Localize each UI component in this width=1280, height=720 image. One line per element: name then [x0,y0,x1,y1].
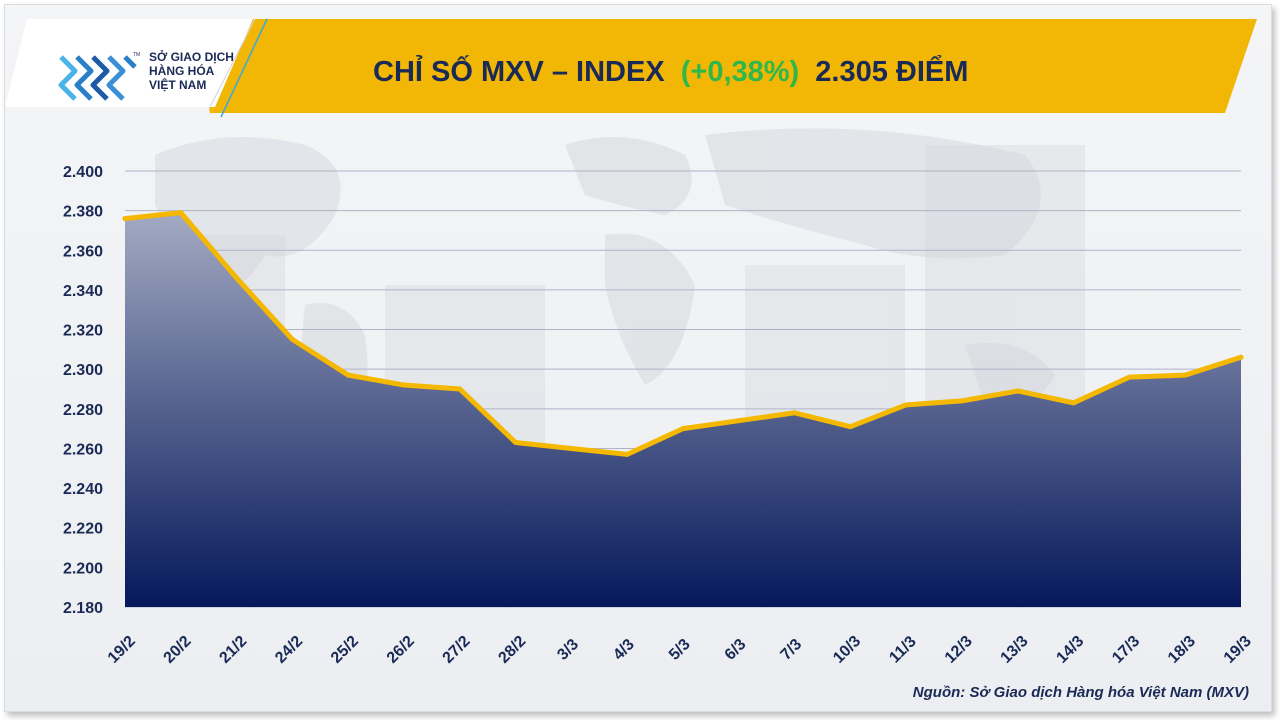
banner-background [190,19,1257,113]
data-point [289,336,295,342]
x-tick-label: 20/2 [161,633,195,667]
header-banner: TM SỞ GIAO DỊCH HÀNG HÓA VIỆT NAM CHỈ SỐ… [5,18,1257,118]
y-tick-label: 2.220 [63,521,103,538]
data-point [959,398,965,404]
x-tick-label: 6/3 [722,636,750,664]
data-point [1071,400,1077,406]
page-title: CHỈ SỐ MXV – INDEX (+0,38%) 2.305 ĐIỂM [373,54,968,88]
data-point [1182,372,1188,378]
title-change: (+0,38%) [681,56,799,88]
source-note: Nguồn: Sở Giao dịch Hàng hóa Việt Nam (M… [912,684,1249,701]
x-tick-label: 28/2 [495,633,529,667]
y-tick-label: 2.280 [63,402,103,419]
y-tick-label: 2.200 [63,560,103,577]
data-point [736,418,742,424]
area-fill [125,212,1241,608]
x-tick-label: 10/3 [830,633,864,667]
x-tick-label: 19/2 [105,633,139,667]
data-point [568,445,574,451]
data-point [1015,388,1021,394]
data-point [847,424,853,430]
area-series [122,210,1244,608]
x-tick-label: 5/3 [666,636,694,664]
y-tick-label: 2.340 [63,283,103,300]
x-tick-label: 4/3 [610,636,638,664]
x-tick-label: 26/2 [384,633,418,667]
x-tick-label: 17/3 [1109,633,1143,667]
y-tick-label: 2.400 [63,164,103,181]
y-tick-label: 2.240 [63,481,103,498]
data-point [457,386,463,392]
data-point [1238,354,1244,360]
data-point [401,382,407,388]
data-point [903,402,909,408]
x-tick-label: 14/3 [1053,633,1087,667]
x-tick-label: 3/3 [554,636,582,664]
x-tick-label: 25/2 [328,633,362,667]
data-point [345,372,351,378]
data-point [1126,374,1132,380]
data-point [513,440,519,446]
y-tick-label: 2.300 [63,362,103,379]
x-tick-label: 18/3 [1165,633,1199,667]
y-tick-label: 2.380 [63,204,103,221]
x-tick-label: 19/3 [1221,633,1255,667]
chart-frame: TM SỞ GIAO DỊCH HÀNG HÓA VIỆT NAM CHỈ SỐ… [4,4,1272,712]
x-tick-label: 11/3 [886,633,919,666]
data-point [680,426,686,432]
x-tick-label: 21/2 [216,633,250,667]
data-point [792,410,798,416]
y-tick-label: 2.360 [63,243,103,260]
data-point [122,216,128,222]
data-point [234,275,240,281]
y-tick-label: 2.320 [63,323,103,340]
logo-line-2: HÀNG HÓA [149,63,215,78]
logo-line-3: VIỆT NAM [149,77,206,92]
x-tick-label: 13/3 [998,633,1032,667]
data-point [178,210,184,216]
data-point [624,451,630,457]
x-tick-label: 27/2 [440,633,474,667]
x-tick-label: 12/3 [942,633,976,667]
y-axis-ticks: 2.180 2.200 2.220 2.240 2.260 2.280 2.300 2.320… [63,164,103,617]
x-tick-label: 7/3 [778,636,806,664]
title-value: 2.305 ĐIỂM [815,54,968,88]
x-axis-ticks: 19/2 20/2 21/2 24/2 25/2 26/2 27/2 28/2 3/3 4/3 5/… [105,633,1255,667]
logo-tm: TM [133,52,140,58]
title-prefix: CHỈ SỐ MXV – INDEX [373,54,665,88]
logo-mark-icon [58,55,137,101]
logo-line-1: SỞ GIAO DỊCH [149,49,234,64]
x-tick-label: 24/2 [272,633,306,667]
index-chart: 2.180 2.200 2.220 2.240 2.260 2.280 2.300 2.320… [63,164,1255,667]
y-tick-label: 2.260 [63,441,103,458]
y-tick-label: 2.180 [63,600,103,617]
